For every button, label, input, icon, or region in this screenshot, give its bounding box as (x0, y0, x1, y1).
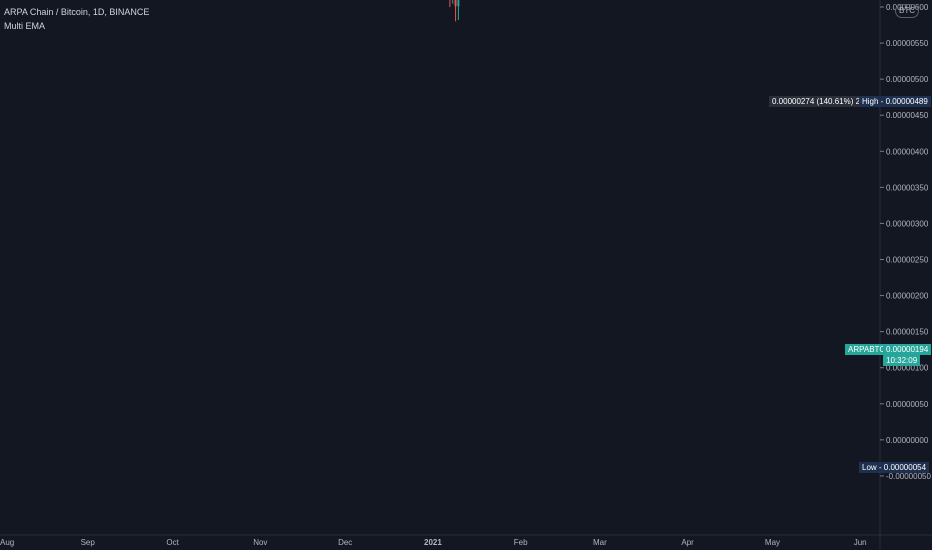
currency-badge[interactable]: BTC (895, 4, 919, 18)
x-tick-label: 2021 (424, 538, 442, 547)
y-tick-label: 0.00000000 (886, 436, 929, 445)
x-tick-label: Sep (81, 538, 96, 547)
x-tick-label: May (765, 538, 780, 547)
y-tick-label: 0.00000150 (886, 328, 929, 337)
y-tick-label: -0.00000050 (886, 472, 931, 481)
y-tick-label: 0.00000600 (886, 3, 929, 12)
x-tick-label: Apr (681, 538, 694, 547)
candle (457, 0, 460, 21)
x-tick-label: Feb (514, 538, 528, 547)
x-tick-label: Nov (253, 538, 267, 547)
y-tick-label: 0.00000250 (886, 256, 929, 265)
x-tick-label: Aug (0, 538, 14, 547)
y-tick-label: 0.00000300 (886, 219, 929, 228)
y-tick-label: 0.00000400 (886, 147, 929, 156)
y-tick-label: 0.00000550 (886, 39, 929, 48)
y-tick-label: 0.00000100 (886, 364, 929, 373)
ticker-label: ARPABTC (845, 344, 889, 355)
y-tick-label: 0.00000200 (886, 292, 929, 301)
candle (454, 0, 457, 22)
x-tick-label: Jun (854, 538, 867, 547)
low-price-label: Low - 0.00000054 (859, 462, 930, 473)
y-tick-label: 0.00000350 (886, 183, 929, 192)
y-tick-label: 0.00000500 (886, 75, 929, 84)
y-tick-label: 0.00000450 (886, 111, 929, 120)
x-tick-label: Dec (338, 538, 352, 547)
x-tick-label: Oct (166, 538, 179, 547)
indicator-name: Multi EMA (4, 21, 46, 31)
last-price-label: 0.00000194 (883, 344, 932, 355)
high-price-label: High - 0.00000489 (859, 96, 931, 107)
chart-legend: ARPA Chain / Bitcoin, 1D, BINANCE Multi … (4, 5, 149, 33)
x-tick-label: Mar (593, 538, 607, 547)
symbol-title: ARPA Chain / Bitcoin, 1D, BINANCE (4, 7, 150, 17)
y-tick-label: 0.00000050 (886, 400, 929, 409)
bar-countdown-label: 10:32:09 (883, 355, 921, 366)
measure-readout: 0.00000274 (140.61%) 274 (769, 96, 872, 107)
